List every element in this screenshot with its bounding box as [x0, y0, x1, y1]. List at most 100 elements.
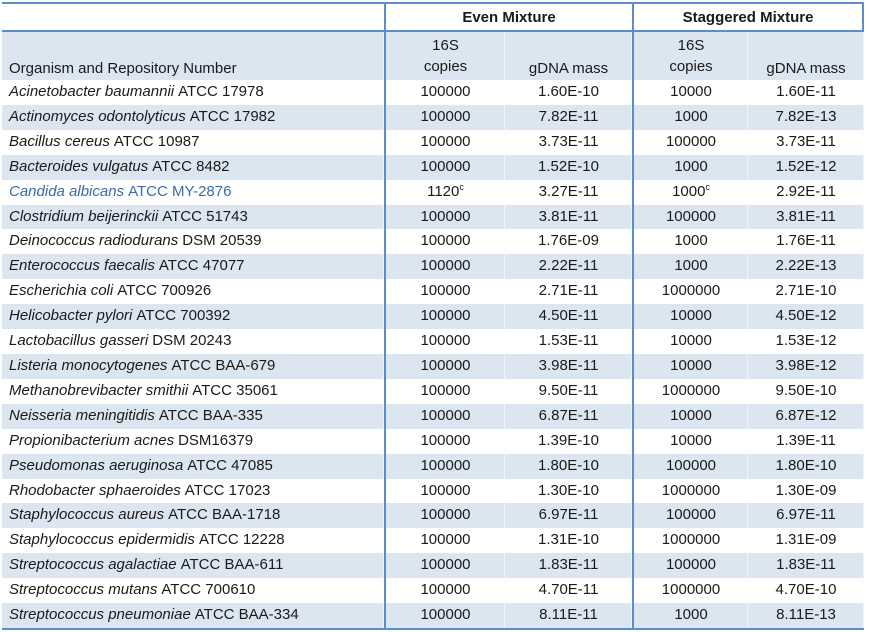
organism-name: Propionibacterium acnes — [9, 431, 175, 449]
table-row: Actinomyces odontolyticus ATCC 17982 1000… — [2, 104, 864, 130]
staggered-gdna-mass-value: 8.11E-13 — [776, 606, 836, 624]
organism-cell: Escherichia coli ATCC 700926 — [2, 279, 384, 305]
organism-cell: Enterococcus faecalis ATCC 47077 — [2, 254, 384, 280]
table-body: Acinetobacter baumannii ATCC 17978 100000… — [2, 80, 864, 628]
even-gdna-mass-value: 1.83E-11 — [538, 556, 599, 574]
staggered-gdna-mass-value: 2.92E-11 — [776, 182, 836, 200]
even-16s-copies-value: 100000 — [420, 232, 471, 250]
even-16s-copies-value: 100000 — [420, 282, 471, 300]
header-16s-label: 16S — [432, 37, 459, 54]
even-gdna-mass-cell: 2.71E-11 — [505, 279, 632, 305]
staggered-gdna-mass-value: 1.52E-12 — [775, 157, 837, 175]
even-gdna-mass-cell: 1.39E-10 — [505, 428, 632, 454]
staggered-gdna-mass-cell: 4.70E-10 — [748, 578, 864, 604]
repository-number: DSM16379 — [178, 431, 254, 449]
even-16s-copies-value: 100000 — [420, 556, 471, 574]
organism-cell: Staphylococcus epidermidis ATCC 12228 — [2, 528, 384, 554]
organism-name: Clostridium beijerinckii — [9, 207, 159, 225]
staggered-16s-copies-value: 100000 — [665, 556, 717, 574]
staggered-16s-copies-value: 1000000 — [661, 531, 721, 549]
staggered-16s-copies-cell: 10000 — [632, 428, 748, 454]
organism-name: Streptococcus pneumoniae — [9, 606, 191, 624]
even-16s-copies-cell: 100000 — [384, 80, 505, 105]
empty-corner-cell — [2, 4, 384, 32]
staggered-16s-copies-value: 100000 — [665, 456, 717, 474]
header-copies-label: copies — [669, 58, 713, 75]
staggered-gdna-mass-cell: 1.30E-09 — [748, 478, 864, 504]
even-16s-copies-value: 100000 — [420, 456, 471, 474]
even-16s-copies-value: 100000 — [420, 581, 471, 599]
even-gdna-mass-cell: 9.50E-11 — [505, 378, 632, 404]
staggered-gdna-mass-value: 3.81E-11 — [776, 207, 836, 225]
organism-name: Pseudomonas aeruginosa — [9, 456, 184, 474]
staggered-gdna-mass-value: 2.71E-10 — [775, 282, 837, 300]
staggered-16s-copies-header: 16S copies — [632, 32, 748, 80]
table-row: Streptococcus pneumoniae ATCC BAA-334 100… — [2, 603, 864, 628]
even-16s-copies-value: 100000 — [420, 381, 471, 399]
even-16s-copies-cell: 1120c — [384, 179, 505, 205]
staggered-16s-copies-cell: 10000 — [632, 329, 748, 354]
repository-number: ATCC 17978 — [178, 83, 264, 100]
staggered-16s-copies-cell: 10000 — [632, 403, 748, 429]
table-row: Neisseria meningitidis ATCC BAA-335 10000… — [2, 403, 864, 429]
organism-name: Staphylococcus epidermidis — [9, 531, 195, 549]
repository-number: ATCC 35061 — [192, 381, 278, 399]
staggered-gdna-mass-value: 4.70E-10 — [775, 581, 837, 599]
even-16s-copies-value: 1120 — [427, 182, 460, 200]
staggered-gdna-mass-value: 1.53E-12 — [775, 332, 837, 350]
repository-number: ATCC 51743 — [162, 207, 248, 225]
repository-number: ATCC 700392 — [136, 307, 231, 325]
staggered-16s-copies-cell: 1000000 — [632, 378, 748, 404]
even-gdna-mass-value: 1.30E-10 — [538, 481, 599, 499]
organism-name: Actinomyces odontolyticus — [9, 107, 186, 125]
staggered-16s-copies-value: 10000 — [670, 83, 712, 100]
staggered-16s-copies-value: 10000 — [670, 307, 712, 325]
staggered-gdna-mass-cell: 1.76E-11 — [748, 229, 864, 255]
staggered-16s-copies-cell: 1000000 — [632, 528, 748, 554]
even-16s-copies-cell: 100000 — [384, 279, 505, 305]
staggered-16s-copies-value: 1000 — [674, 157, 708, 175]
repository-number: ATCC 12228 — [198, 531, 285, 549]
staggered-gdna-mass-cell: 1.39E-11 — [748, 428, 864, 454]
even-16s-copies-value: 100000 — [420, 606, 471, 624]
even-gdna-mass-value: 1.80E-10 — [538, 456, 599, 474]
even-gdna-mass-value: 1.31E-10 — [538, 531, 599, 549]
staggered-gdna-mass-value: 2.22E-13 — [775, 257, 837, 275]
even-16s-copies-value: 100000 — [420, 481, 471, 499]
organism-name: Neisseria meningitidis — [9, 406, 155, 424]
even-gdna-mass-cell: 7.82E-11 — [505, 104, 632, 130]
table-row: Pseudomonas aeruginosa ATCC 47085 100000 … — [2, 453, 864, 479]
staggered-gdna-mass-cell: 4.50E-12 — [748, 304, 864, 330]
table-row: Deinococcus radiodurans DSM 20539 100000 … — [2, 229, 864, 255]
staggered-16s-copies-value: 10000 — [670, 356, 712, 374]
staggered-gdna-mass-cell: 1.52E-12 — [748, 154, 864, 180]
organism-cell: Clostridium beijerinckii ATCC 51743 — [2, 204, 384, 230]
staggered-gdna-mass-value: 1.80E-10 — [775, 456, 837, 474]
organism-name: Helicobacter pylori — [9, 307, 133, 325]
staggered-16s-copies-value: 1000000 — [661, 381, 721, 399]
organism-cell: Propionibacterium acnes DSM16379 — [2, 428, 384, 454]
even-gdna-mass-value: 8.11E-11 — [539, 606, 598, 624]
even-gdna-mass-cell: 3.98E-11 — [505, 353, 632, 379]
table-row: Streptococcus agalactiae ATCC BAA-611 100… — [2, 553, 864, 579]
repository-number: ATCC 700610 — [161, 581, 256, 599]
organism-cell: Listeria monocytogenes ATCC BAA-679 — [2, 353, 384, 379]
repository-number: ATCC 10987 — [113, 132, 200, 150]
staggered-gdna-mass-cell: 6.87E-12 — [748, 403, 864, 429]
even-16s-copies-value: 100000 — [420, 307, 471, 325]
staggered-gdna-mass-cell: 1.53E-12 — [748, 329, 864, 354]
staggered-mixture-header: Staggered Mixture — [632, 4, 864, 32]
staggered-gdna-mass-cell: 2.71E-10 — [748, 279, 864, 305]
staggered-gdna-mass-cell: 9.50E-10 — [748, 378, 864, 404]
even-gdna-mass-value: 6.87E-11 — [538, 406, 599, 424]
even-gdna-mass-cell: 1.76E-09 — [505, 229, 632, 255]
staggered-16s-copies-value: 1000000 — [661, 481, 721, 499]
organism-cell: Candida albicans ATCC MY-2876 — [2, 179, 384, 205]
even-16s-copies-cell: 100000 — [384, 129, 505, 155]
even-gdna-mass-value: 2.22E-11 — [538, 257, 599, 275]
even-16s-copies-value: 100000 — [420, 207, 471, 225]
organism-name: Bacteroides vulgatus — [9, 157, 149, 175]
even-gdna-mass-cell: 6.87E-11 — [505, 403, 632, 429]
